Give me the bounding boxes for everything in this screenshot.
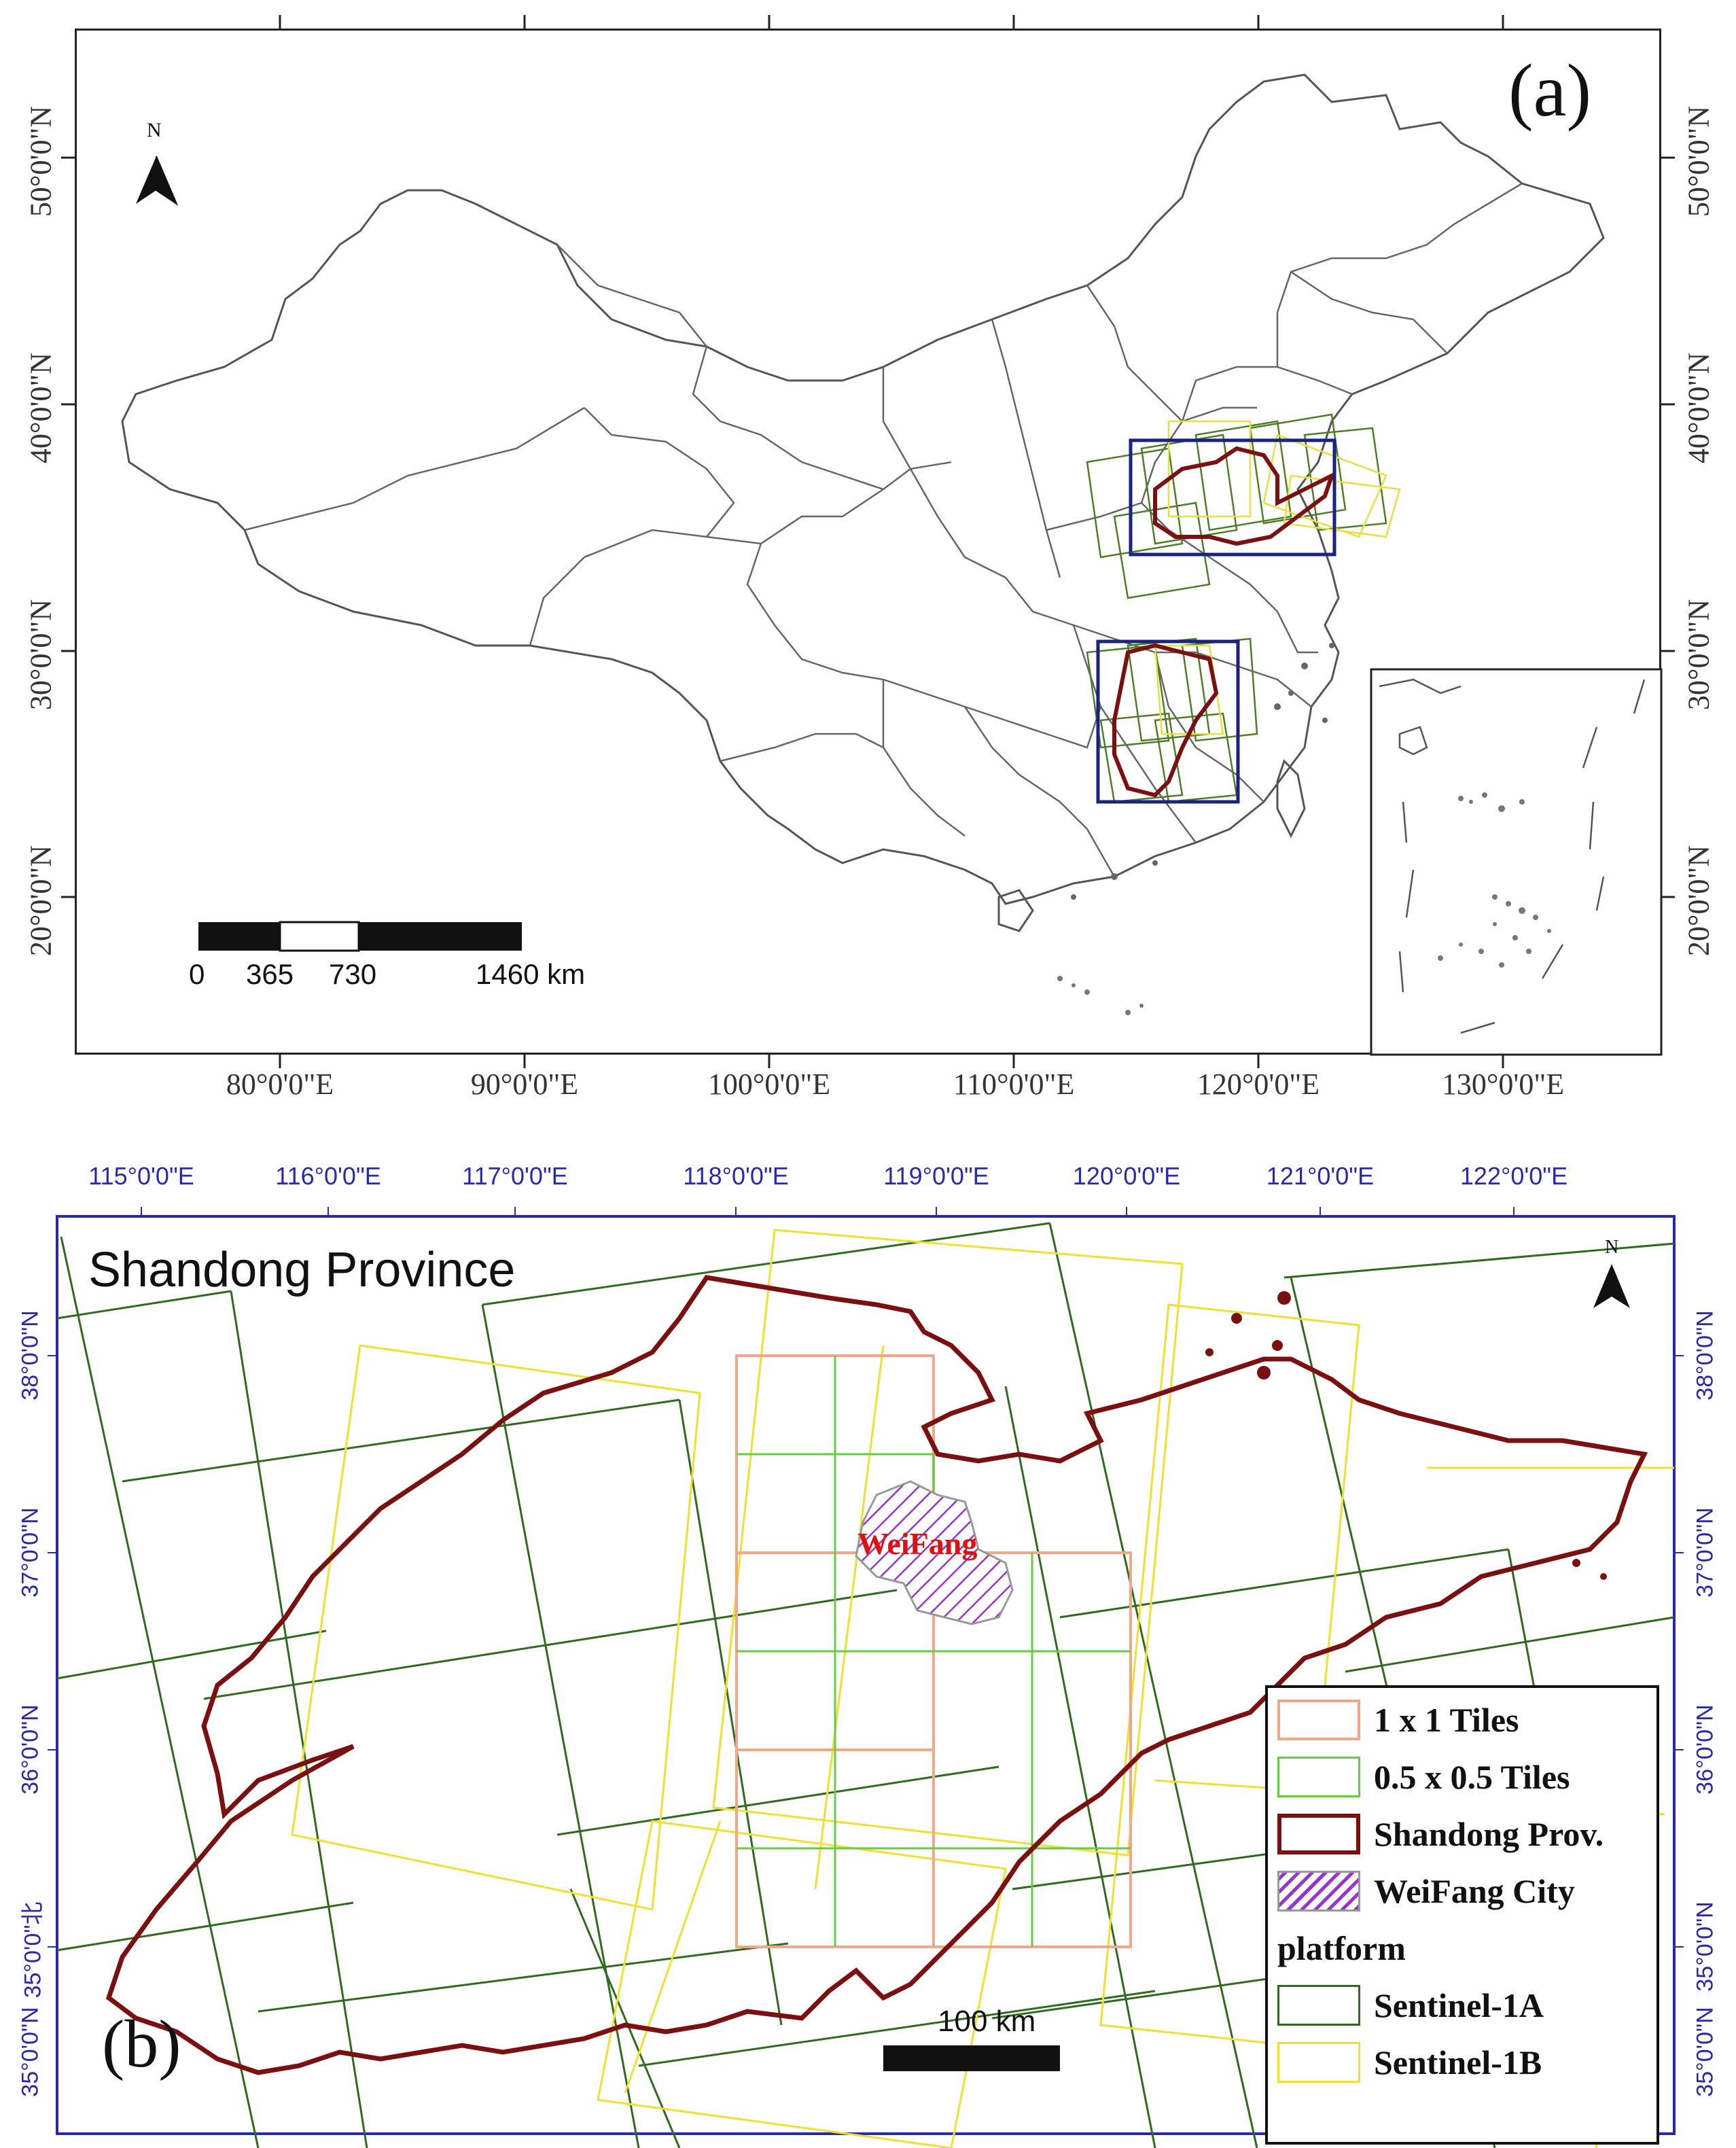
- scale-bar-a: [198, 921, 522, 952]
- lat-tick-label: 36°0'0"N: [17, 1704, 43, 1795]
- legend-swatch: [1277, 1757, 1360, 1797]
- scale-bar-b: [883, 2045, 1060, 2071]
- lat-tick-label: 20°0'0"N: [1682, 845, 1716, 957]
- lon-tick-label: 119°0'0"E: [883, 1162, 989, 1190]
- lon-tick-label: 122°0'0"E: [1459, 1162, 1568, 1190]
- lat-tick-label: 37°0'0"N: [1692, 1507, 1718, 1598]
- shandong-outline-b: [105, 1275, 1648, 2075]
- legend-item-s1a: Sentinel-1A: [1277, 1982, 1544, 2029]
- scale-label: 1460 km: [476, 958, 586, 990]
- lat-tick-label: 30°0'0"N: [1682, 599, 1716, 711]
- inset-frame: [1370, 668, 1663, 1056]
- lon-tick-label: 110°0'0"E: [953, 1068, 1075, 1101]
- scale-label: 365: [246, 958, 294, 990]
- lat-tick-label: 37°0'0"N: [17, 1507, 43, 1598]
- north-arrow-b-icon: [1593, 1264, 1630, 1308]
- lat-tick-label: 40°0'0"N: [24, 352, 58, 464]
- panel-b-title: Shandong Province: [88, 1243, 516, 1297]
- lon-tick-label: 130°0'0"E: [1441, 1068, 1565, 1101]
- lon-tick-label: 116°0'0"E: [275, 1162, 381, 1190]
- north-label-b: N: [1605, 1237, 1619, 1258]
- scale-label-b: 100 km: [938, 2005, 1036, 2038]
- shandong-outline-a: [1153, 446, 1336, 546]
- lon-tick-label: 115°0'0"E: [88, 1162, 194, 1190]
- legend-label: Shandong Prov.: [1374, 1815, 1604, 1853]
- lat-tick-label: 20°0'0"N: [24, 845, 58, 957]
- legend-label: 0.5 x 0.5 Tiles: [1374, 1758, 1570, 1796]
- legend: 1 x 1 Tiles 0.5 x 0.5 Tiles Shandong Pro…: [1265, 1685, 1659, 2145]
- lat-tick-label: 50°0'0"N: [24, 105, 58, 217]
- lat-tick-label: 50°0'0"N: [1682, 105, 1716, 217]
- north-label-a: N: [147, 119, 162, 141]
- lon-tick-label: 120°0'0"E: [1072, 1162, 1181, 1190]
- legend-label: Sentinel-1A: [1374, 1986, 1544, 2024]
- legend-item-half-tiles: 0.5 x 0.5 Tiles: [1277, 1753, 1570, 1801]
- north-arrow-a-icon: [136, 156, 179, 206]
- lat-tick-label: 36°0'0"N: [1692, 1704, 1718, 1795]
- legend-swatch: [1277, 1700, 1360, 1740]
- lon-tick-label: 100°0'0"E: [707, 1068, 831, 1101]
- china-outline: [121, 73, 1605, 905]
- legend-swatch: [1277, 1985, 1360, 2026]
- legend-item-weifang: WeiFang City: [1277, 1867, 1575, 1915]
- legend-swatch: [1277, 1814, 1360, 1854]
- lat-tick-label: 40°0'0"N: [1682, 352, 1716, 464]
- box-shandong: [1129, 438, 1336, 557]
- scale-label: 730: [329, 958, 377, 990]
- lon-tick-label: 80°0'0"E: [226, 1068, 334, 1101]
- scale-label: 0: [189, 958, 205, 990]
- lon-tick-label: 117°0'0"E: [462, 1162, 568, 1190]
- panel-a-label: (a): [1508, 49, 1592, 132]
- lat-tick-label: 35°0'0"N: [17, 2007, 43, 2097]
- legend-label: WeiFang City: [1374, 1872, 1575, 1910]
- weifang-area: [855, 1480, 1014, 1625]
- lat-tick-label: 38°0'0"N: [17, 1310, 43, 1401]
- panel-b-label: (b): [102, 2006, 181, 2081]
- lat-tick-label: 35°0'0"北: [20, 1901, 46, 1999]
- lat-tick-label: 30°0'0"N: [24, 599, 58, 711]
- legend-group-platform: platform: [1277, 1924, 1406, 1972]
- legend-group-title: platform: [1277, 1929, 1406, 1967]
- lon-tick-label: 90°0'0"E: [470, 1068, 579, 1101]
- legend-swatch: [1277, 2042, 1360, 2083]
- legend-item-s1b: Sentinel-1B: [1277, 2039, 1542, 2086]
- lat-tick-label: 38°0'0"N: [1692, 1310, 1718, 1401]
- lon-tick-label: 120°0'0"E: [1197, 1068, 1320, 1101]
- legend-swatch: [1277, 1871, 1360, 1912]
- jiangxi-outline-a: [1112, 643, 1219, 798]
- lon-tick-label: 118°0'0"E: [683, 1162, 789, 1190]
- legend-item-1x1: 1 x 1 Tiles: [1277, 1696, 1519, 1744]
- lat-tick-label: 35°0'0"N: [1692, 2007, 1718, 2097]
- legend-item-shandong: Shandong Prov.: [1277, 1810, 1604, 1858]
- city-label: WeiFang: [857, 1526, 978, 1561]
- box-jiangxi: [1096, 639, 1240, 804]
- legend-label: 1 x 1 Tiles: [1374, 1701, 1519, 1739]
- panel-a: (a) N 50°0'0"N 40°0'0"N 30°0'0"N 20°0'0"…: [24, 15, 1716, 1101]
- lon-tick-label: 121°0'0"E: [1266, 1162, 1375, 1190]
- legend-label: Sentinel-1B: [1374, 2043, 1542, 2081]
- china-map: [61, 15, 1675, 1068]
- lat-tick-label: 35°0'0"N: [1692, 1901, 1718, 1992]
